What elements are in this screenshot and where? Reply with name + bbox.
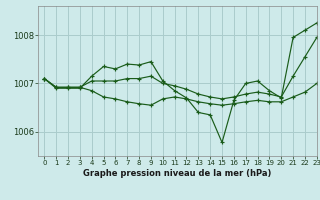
X-axis label: Graphe pression niveau de la mer (hPa): Graphe pression niveau de la mer (hPa): [84, 169, 272, 178]
